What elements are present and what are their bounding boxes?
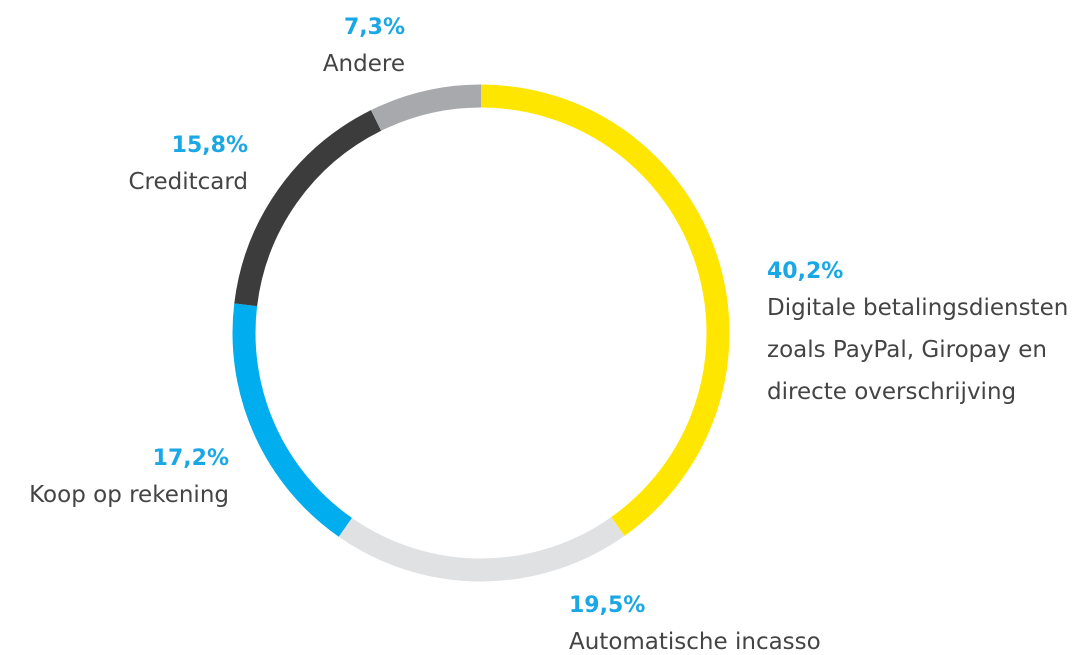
donut-segment xyxy=(234,110,382,307)
segment-label: 17,2% Koop op rekening xyxy=(0,444,229,516)
value-label: 7,3% xyxy=(343,15,405,40)
category-label: Koop op rekening xyxy=(29,482,229,508)
segment-label: 40,2% Digitale betalingsdiensten zoals Pa… xyxy=(767,257,1087,413)
category-label: Digitale betalingsdiensten zoals PayPal,… xyxy=(767,295,1069,405)
segment-label: 7,3% Andere xyxy=(205,13,405,85)
value-label: 17,2% xyxy=(152,446,229,471)
category-label: Creditcard xyxy=(128,169,248,195)
value-label: 19,5% xyxy=(569,593,646,618)
donut-segment xyxy=(480,84,730,536)
donut-segment xyxy=(232,303,352,537)
category-label: Automatische incasso xyxy=(569,629,821,655)
category-label: Andere xyxy=(322,51,405,77)
segment-label: 19,5% Automatische incasso xyxy=(569,591,889,655)
value-label: 15,8% xyxy=(171,133,248,158)
value-label: 40,2% xyxy=(767,259,844,284)
segment-label: 15,8% Creditcard xyxy=(0,131,248,203)
donut-segment xyxy=(370,84,482,131)
donut-segment xyxy=(338,517,625,582)
